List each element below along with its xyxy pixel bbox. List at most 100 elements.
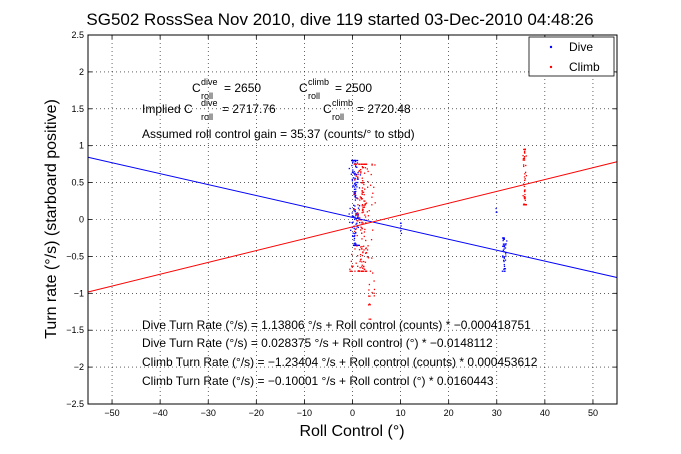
climb-point bbox=[524, 148, 526, 151]
climb-point bbox=[358, 270, 360, 272]
legend-climb-marker bbox=[549, 65, 553, 69]
climb-point bbox=[361, 227, 363, 230]
dive-point bbox=[354, 192, 356, 195]
climb-point bbox=[361, 187, 364, 189]
dive-point bbox=[354, 232, 357, 234]
climb-point bbox=[352, 265, 354, 267]
legend: Dive Climb bbox=[528, 36, 615, 77]
dive-point bbox=[350, 173, 352, 175]
climb-point bbox=[364, 188, 366, 190]
dive-point bbox=[354, 232, 356, 235]
dive-point bbox=[505, 244, 507, 246]
climb-point bbox=[363, 206, 365, 208]
climb-point bbox=[524, 199, 527, 201]
climb-point bbox=[357, 220, 359, 222]
climb-point bbox=[371, 196, 373, 198]
dive-point bbox=[505, 253, 507, 255]
y-tick-label: 2 bbox=[79, 67, 84, 77]
dive-point bbox=[352, 184, 354, 187]
climb-point bbox=[365, 270, 367, 272]
climb-point bbox=[362, 245, 365, 247]
climb-point bbox=[360, 168, 362, 171]
dive-point bbox=[503, 257, 505, 259]
dive-point bbox=[505, 243, 507, 245]
climb-point bbox=[363, 249, 365, 251]
climb-point bbox=[363, 194, 365, 196]
dive-point bbox=[351, 226, 354, 229]
climb-point bbox=[363, 235, 365, 238]
climb-point bbox=[522, 183, 525, 185]
dive-point bbox=[355, 188, 357, 190]
x-tick-label: 40 bbox=[540, 408, 550, 418]
implied-climb-sup: climb bbox=[332, 98, 353, 108]
climb-point bbox=[361, 203, 364, 206]
climb-point bbox=[363, 205, 365, 207]
climb-point bbox=[362, 209, 364, 211]
climb-point bbox=[358, 249, 361, 251]
climb-point bbox=[361, 270, 363, 272]
climb-point bbox=[523, 156, 526, 158]
dive-point bbox=[351, 215, 353, 217]
climb-point bbox=[369, 184, 372, 186]
dive-point bbox=[352, 208, 355, 210]
dive-point bbox=[351, 171, 354, 174]
climb-point bbox=[353, 208, 355, 211]
dive-fit-line bbox=[87, 156, 618, 279]
climb-point bbox=[367, 170, 369, 173]
dive-point bbox=[355, 214, 357, 216]
climb-point bbox=[363, 260, 365, 263]
climb-point bbox=[523, 150, 526, 153]
dive-point bbox=[357, 213, 359, 216]
climb-point bbox=[368, 295, 370, 297]
dive-point bbox=[353, 191, 355, 193]
dive-point bbox=[355, 166, 357, 168]
dive-point bbox=[354, 199, 357, 201]
climb-point bbox=[374, 164, 376, 166]
dive-point bbox=[352, 244, 355, 247]
climb-point bbox=[525, 155, 527, 157]
dive-point bbox=[354, 194, 356, 196]
dive-point bbox=[503, 268, 505, 270]
y-tick-label: 0 bbox=[79, 215, 84, 225]
climb-point bbox=[369, 270, 372, 272]
climb-point bbox=[365, 202, 367, 205]
dive-point bbox=[354, 196, 356, 198]
climb-point bbox=[354, 270, 356, 272]
dive-point bbox=[356, 159, 359, 162]
x-tick-label: 50 bbox=[588, 408, 598, 418]
dive-point bbox=[501, 270, 504, 272]
climb-point bbox=[366, 186, 369, 188]
climb-point bbox=[373, 288, 376, 291]
dive-point bbox=[502, 243, 505, 245]
climb-point bbox=[354, 163, 356, 165]
dive-point bbox=[501, 237, 504, 239]
climb-point bbox=[367, 304, 370, 306]
dive-point bbox=[505, 255, 507, 257]
y-tick-label: −1 bbox=[74, 288, 84, 298]
dive-point bbox=[503, 243, 505, 245]
dive-point bbox=[495, 207, 497, 210]
climb-point bbox=[366, 249, 369, 251]
legend-climb-label: Climb bbox=[569, 60, 600, 74]
chart-title: SG502 RossSea Nov 2010, dive 119 started… bbox=[86, 10, 593, 29]
dive-point bbox=[503, 237, 505, 239]
climb-point bbox=[359, 196, 362, 198]
climb-point bbox=[368, 303, 371, 305]
roll-coefficients: C dive roll = 2650 C climb roll = 2500 I… bbox=[142, 77, 415, 141]
climb-point bbox=[366, 256, 369, 258]
climb-point bbox=[351, 253, 353, 256]
climb-point bbox=[361, 221, 363, 223]
climb-point bbox=[367, 245, 369, 247]
y-tick-label: 1.5 bbox=[71, 104, 84, 114]
climb-point bbox=[354, 230, 356, 233]
dive-point bbox=[357, 207, 360, 209]
climb-point bbox=[358, 163, 360, 165]
climb-point bbox=[351, 270, 353, 272]
dive-point bbox=[357, 244, 359, 247]
climb-point bbox=[360, 196, 362, 199]
climb-point bbox=[370, 239, 373, 241]
climb-point bbox=[357, 177, 359, 180]
climb-point bbox=[361, 261, 363, 263]
climb-point bbox=[360, 229, 362, 231]
climb-point bbox=[359, 260, 361, 263]
